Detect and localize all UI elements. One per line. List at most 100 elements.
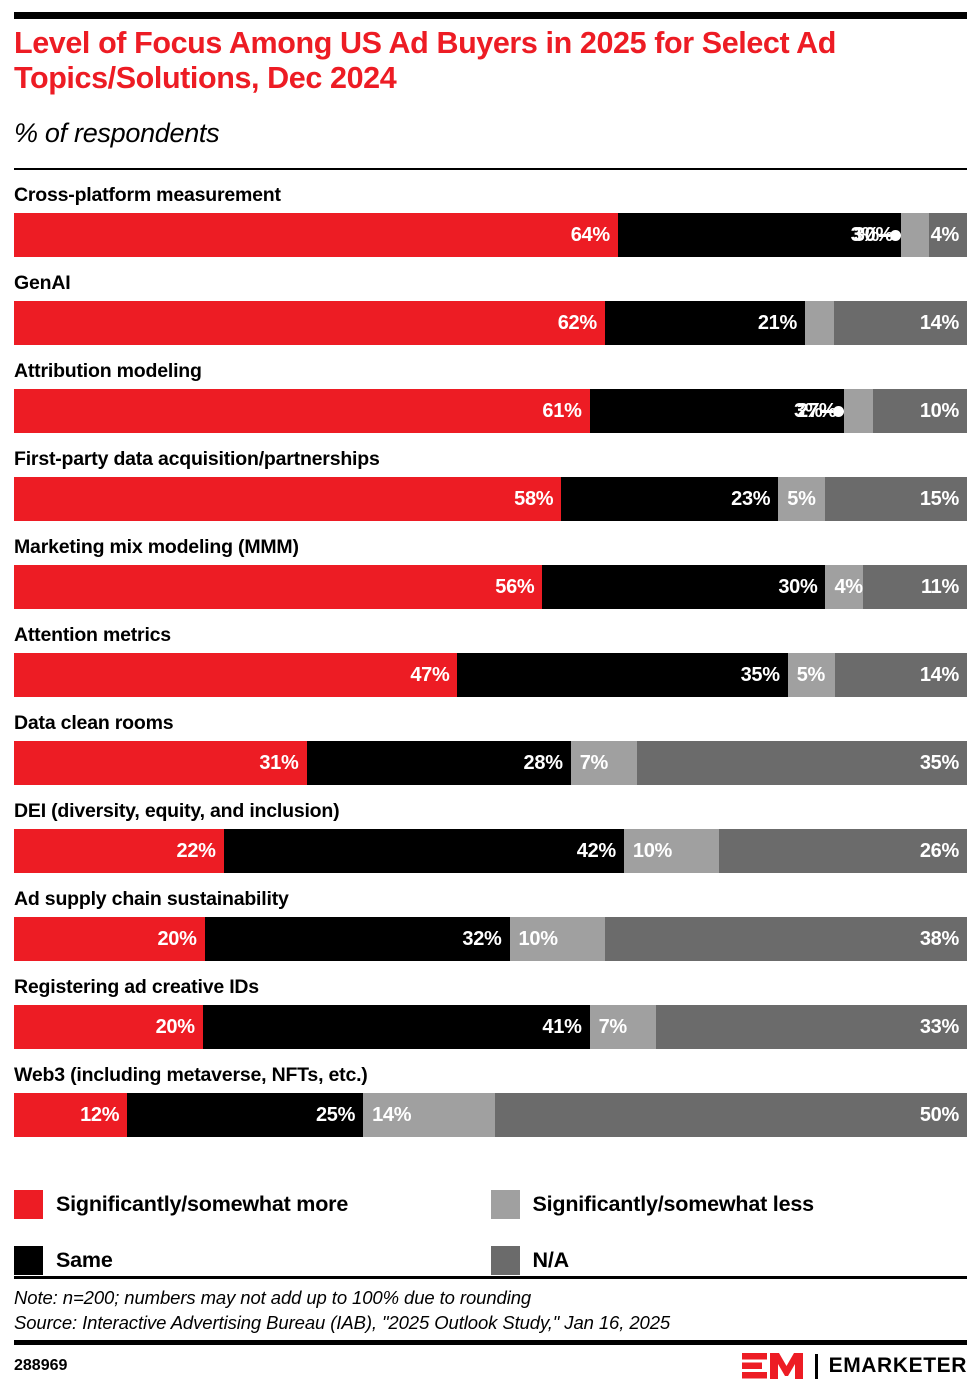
bar-segment-value: 21% — [757, 312, 797, 334]
chart-row: Ad supply chain sustainability 20% 32% 10% 3… — [14, 886, 967, 974]
chart-row-label: DEI (diversity, equity, and inclusion) — [14, 800, 340, 822]
bar-segment-value: 14% — [919, 664, 959, 686]
bar-segment-value: 50% — [919, 1104, 959, 1126]
bar-segment-value: 10% — [919, 400, 959, 422]
bar-segment-value: 10% — [518, 928, 558, 950]
bar-segment: 38% — [604, 917, 967, 961]
chart-row-label: Registering ad creative IDs — [14, 976, 259, 998]
callout-leader-line — [878, 233, 890, 237]
subtitle-rule — [14, 168, 967, 170]
footnote-source: Source: Interactive Advertising Bureau (… — [14, 1312, 671, 1333]
chart-row: GenAI 62% 21% 3% 14% — [14, 270, 967, 358]
bar-segment: 25% — [127, 1093, 364, 1137]
bar-segment-value: 20% — [155, 1016, 195, 1038]
bar-segment-value: 35% — [740, 664, 780, 686]
chart-id: 288969 — [14, 1357, 68, 1374]
bar-segment: 3% — [794, 389, 873, 433]
bar-segment-value: 64% — [570, 224, 610, 246]
bar-segment: 14% — [833, 301, 967, 345]
bar-segment-value: 33% — [919, 1016, 959, 1038]
legend-item[interactable]: N/A — [490, 1232, 968, 1288]
bar-segment: 10% — [509, 917, 605, 961]
bar-segment-value: 30% — [778, 576, 818, 598]
chart-row-label: Attribution modeling — [14, 360, 202, 382]
bar-segment-value: 4% — [834, 576, 863, 598]
bar-segment: 30% — [617, 213, 901, 257]
stacked-bar-chart: Cross-platform measurement 64% 30% 3% 4% GenA… — [14, 182, 967, 1150]
bar-segment: 50% — [495, 1093, 967, 1137]
stacked-bar: 31% 28% 7% 35% — [14, 741, 967, 785]
bar-segment-value: 7% — [598, 1016, 628, 1038]
bar-segment: 3% — [851, 213, 930, 257]
bar-segment: 26% — [719, 829, 967, 873]
bar-segment-value: 20% — [157, 928, 197, 950]
bar-segment: 5% — [787, 653, 835, 697]
legend-item[interactable]: Significantly/somewhat more — [14, 1176, 491, 1232]
bar-segment: 23% — [561, 477, 779, 521]
bar-segment-value: 23% — [731, 488, 771, 510]
em-monogram-icon — [741, 1353, 803, 1379]
legend-label: N/A — [532, 1247, 570, 1272]
bar-segment: 14% — [834, 653, 967, 697]
footnote-note: Note: n=200; numbers may not add up to 1… — [14, 1287, 532, 1308]
stacked-bar: 47% 35% 5% 14% — [14, 653, 967, 697]
stacked-bar: 64% 30% 3% 4% — [14, 213, 967, 257]
bar-segment-value: 42% — [576, 840, 616, 862]
bar-segment: 12% — [14, 1093, 128, 1137]
bar-segment: 5% — [778, 477, 826, 521]
bar-segment: 56% — [14, 565, 543, 609]
legend-swatch-more — [14, 1189, 43, 1219]
page-title: Level of Focus Among US Ad Buyers in 202… — [14, 26, 837, 95]
chart-row: Web3 (including metaverse, NFTs, etc.) 12… — [14, 1062, 967, 1150]
bar-segment-value: 3% — [850, 224, 880, 246]
bar-segment-value: 38% — [919, 928, 959, 950]
bar-segment-value: 26% — [919, 840, 959, 862]
footnote-block: Note: n=200; numbers may not add up to 1… — [14, 1285, 670, 1335]
legend-item[interactable]: Same — [14, 1232, 491, 1288]
stacked-bar: 20% 41% 7% 33% — [14, 1005, 967, 1049]
bar-segment-value: 58% — [514, 488, 554, 510]
chart-row: Attention metrics 47% 35% 5% 14% — [14, 622, 967, 710]
bar-segment-value: 5% — [787, 488, 816, 510]
note-rule — [14, 1276, 967, 1279]
stacked-bar: 62% 21% 3% 14% — [14, 301, 967, 345]
bar-segment-value: 3% — [794, 400, 823, 422]
chart-row-label: Data clean rooms — [14, 712, 174, 734]
legend-swatch-same — [14, 1245, 43, 1275]
bar-segment-value: 14% — [372, 1104, 412, 1126]
stacked-bar: 12% 25% 14% 50% — [14, 1093, 967, 1137]
chart-row-label: GenAI — [14, 272, 71, 294]
bar-segment: 14% — [363, 1093, 496, 1137]
bar-segment: 58% — [14, 477, 562, 521]
bar-segment: 11% — [863, 565, 967, 609]
chart-row: Marketing mix modeling (MMM) 56% 30% 4% 11% — [14, 534, 967, 622]
stacked-bar: 58% 23% 5% 15% — [14, 477, 967, 521]
chart-row-label: Ad supply chain sustainability — [14, 888, 289, 910]
page-subtitle: % of respondents — [14, 118, 220, 148]
bar-segment-value: 7% — [579, 752, 609, 774]
top-rule — [14, 12, 967, 19]
legend-row: Same N/A — [14, 1232, 967, 1288]
bar-segment-value: 41% — [542, 1016, 582, 1038]
chart-row-label: Attention metrics — [14, 624, 171, 646]
bar-segment: 27% — [589, 389, 845, 433]
bar-segment: 10% — [872, 389, 967, 433]
bar-segment-value: 35% — [919, 752, 959, 774]
legend-item[interactable]: Significantly/somewhat less — [490, 1176, 968, 1232]
bar-segment: 47% — [14, 653, 458, 697]
emarketer-logo: EMARKETER — [741, 1352, 967, 1380]
chart-row-label: First-party data acquisition/partnership… — [14, 448, 380, 470]
legend-row: Significantly/somewhat more Significantly… — [14, 1176, 967, 1232]
stacked-bar: 20% 32% 10% 38% — [14, 917, 967, 961]
bar-segment: 4% — [929, 213, 967, 257]
chart-row-label: Cross-platform measurement — [14, 184, 281, 206]
legend-swatch-na — [490, 1245, 520, 1275]
bar-segment: 35% — [457, 653, 788, 697]
bar-segment: 33% — [655, 1005, 967, 1049]
value-callout: 3% — [794, 389, 845, 433]
bar-segment-value: 4% — [930, 224, 960, 246]
bar-segment-value: 25% — [315, 1104, 356, 1126]
bar-segment-value: 56% — [495, 576, 535, 598]
bar-segment-value: 31% — [259, 752, 299, 774]
